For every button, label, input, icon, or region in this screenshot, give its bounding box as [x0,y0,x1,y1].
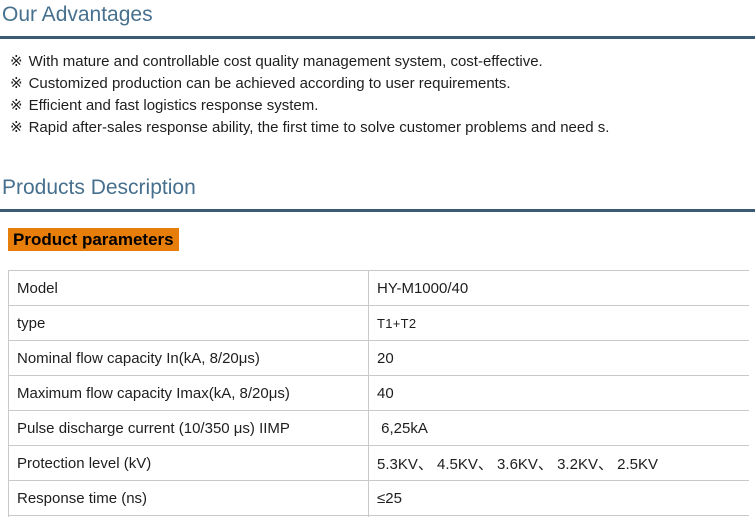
param-name-cell: type [8,305,369,341]
products-description-heading: Products Description [2,176,196,199]
advantage-text: Rapid after-sales response ability, the … [28,119,610,136]
table-row-pulse-discharge: Pulse discharge current (10/350 μs) IIMP… [8,410,749,446]
param-name-cell: Pulse discharge current (10/350 μs) IIMP [8,410,369,446]
param-name-cell: Maximum flow capacity Imax(kA, 8/20μs) [8,375,369,411]
param-value-cell: ≤25 [368,480,749,516]
table-row-nominal-flow: Nominal flow capacity In(kA, 8/20μs) 20 [8,340,749,376]
table-row-response-time: Response time (ns) ≤25 [8,480,749,516]
table-row-partial [8,515,749,517]
param-name-cell: Model [8,270,369,306]
table-row-protection-level: Protection level (kV) 5.3KV、 4.5KV、 3.6K… [8,445,749,481]
reference-mark-bullet: ※ [10,119,23,136]
reference-mark-bullet: ※ [10,75,23,92]
param-value-cell: T1+T2 [368,305,749,341]
section-divider [0,209,755,212]
advantage-item: ※ Customized production can be achieved a… [10,73,755,95]
advantages-list: ※ With mature and controllable cost quali… [0,51,755,139]
param-value-cell: 40 [368,375,749,411]
param-value-cell: 5.3KV、 4.5KV、 3.6KV、 3.2KV、 2.5KV [368,445,749,481]
advantage-item: ※ Efficient and fast logistics response s… [10,95,755,117]
param-name-cell [8,515,369,517]
advantages-section: Our Advantages ※ With mature and controll… [0,0,755,139]
table-row-maximum-flow: Maximum flow capacity Imax(kA, 8/20μs) 4… [8,375,749,411]
advantage-item: ※ Rapid after-sales response ability, the… [10,117,755,139]
param-value-cell: 6,25kA [368,410,749,446]
reference-mark-bullet: ※ [10,53,23,70]
advantage-text: With mature and controllable cost qualit… [28,53,543,70]
param-name-cell: Nominal flow capacity In(kA, 8/20μs) [8,340,369,376]
product-parameters-label: Product parameters [8,228,179,251]
param-name-cell: Protection level (kV) [8,445,369,481]
table-row-type: type T1+T2 [8,305,749,341]
param-value-cell: 20 [368,340,749,376]
advantage-text: Customized production can be achieved ac… [28,75,511,92]
advantages-heading: Our Advantages [2,3,153,26]
reference-mark-bullet: ※ [10,97,23,114]
section-divider [0,36,755,39]
parameters-table: Model HY-M1000/40 type T1+T2 Nominal flo… [8,270,749,517]
table-row-model: Model HY-M1000/40 [8,270,749,306]
advantage-item: ※ With mature and controllable cost quali… [10,51,755,73]
param-name-cell: Response time (ns) [8,480,369,516]
advantage-text: Efficient and fast logistics response sy… [28,97,319,114]
param-value-cell [368,515,749,517]
param-value-cell: HY-M1000/40 [368,270,749,306]
products-description-section: Products Description Product parameters … [0,173,755,517]
